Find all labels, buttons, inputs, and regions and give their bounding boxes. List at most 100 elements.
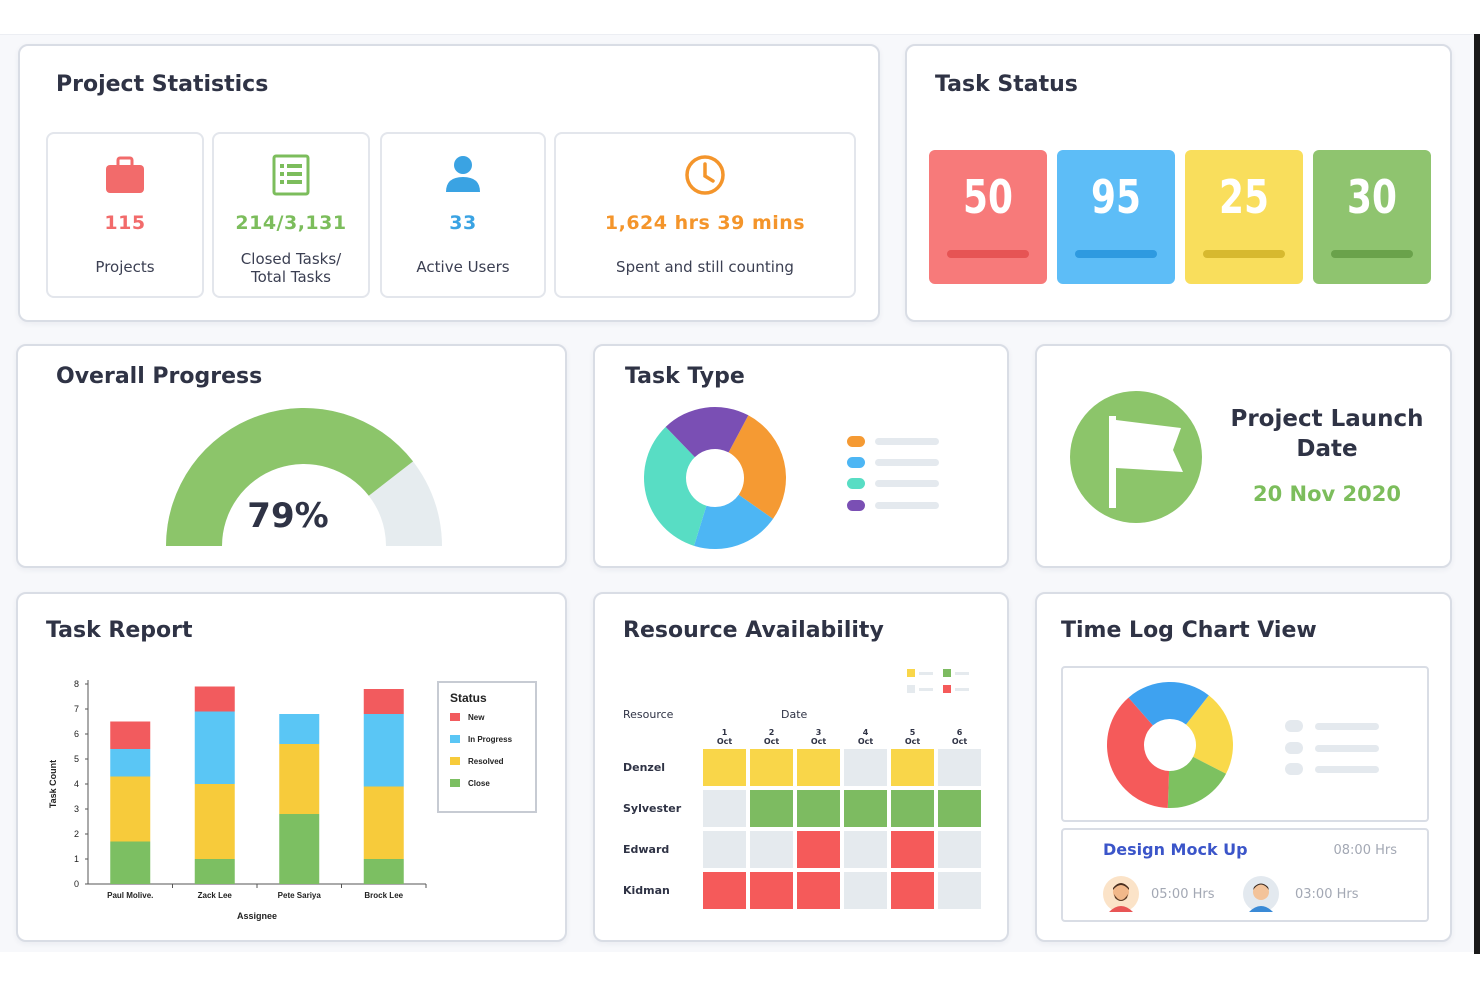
availability-cell[interactable] — [891, 749, 934, 786]
task-type-title: Task Type — [625, 364, 745, 389]
availability-cell[interactable] — [750, 749, 793, 786]
time-log-card: Time Log Chart View Design Mock Up 08:00… — [1035, 592, 1452, 942]
legend-line — [875, 459, 939, 466]
stat-projects[interactable]: 115 Projects — [46, 132, 204, 298]
bar-segment-resolved[interactable] — [194, 784, 235, 859]
date-day: 2 — [768, 728, 775, 737]
donut-slice — [665, 407, 749, 458]
date-day: 4 — [862, 728, 869, 737]
y-axis-label: Task Count — [48, 760, 58, 808]
availability-cell[interactable] — [844, 790, 887, 827]
availability-cell[interactable] — [750, 831, 793, 868]
overall-progress-title: Overall Progress — [56, 364, 263, 389]
y-tick-label: 2 — [74, 829, 79, 839]
task-list-icon — [272, 154, 310, 196]
task-name-link[interactable]: Design Mock Up — [1103, 840, 1248, 859]
date-header: 3 Oct — [797, 728, 840, 746]
y-tick-label: 8 — [74, 679, 79, 689]
resource-legend — [907, 669, 969, 693]
x-axis-label: Assignee — [237, 911, 277, 921]
task-report-chart: 0 1 2 3 4 5 6 7 8 Paul Molive. Zack Lee Pete Sariya… — [48, 679, 537, 921]
bar-segment-new[interactable] — [194, 686, 235, 712]
availability-cell[interactable] — [891, 872, 934, 909]
donut-slice — [1167, 756, 1227, 808]
availability-cell[interactable] — [750, 872, 793, 909]
bar-segment-in-progress[interactable] — [110, 749, 151, 777]
time-log-title: Time Log Chart View — [1061, 618, 1317, 643]
date-month: Oct — [763, 737, 780, 746]
time-log-donut-chart — [1107, 682, 1233, 808]
availability-cell[interactable] — [797, 749, 840, 786]
stat-closed-tasks-label: Closed Tasks/ Total Tasks — [240, 250, 342, 286]
availability-cell[interactable] — [703, 831, 746, 868]
resource-grid: 1 Oct 2 Oct 3 Oct 4 Oct 5 Oct 6 Oct Denzel Sylvester E… — [595, 594, 1011, 944]
y-tick-label: 3 — [74, 804, 79, 814]
progress-percent: 79% — [247, 496, 329, 536]
availability-cell[interactable] — [844, 749, 887, 786]
bar-segment-close[interactable] — [194, 859, 235, 884]
legend-label: Close — [468, 779, 490, 788]
bar-segment-in-progress[interactable] — [279, 714, 320, 744]
stat-active-users[interactable]: 33 Active Users — [380, 132, 546, 298]
date-month: Oct — [951, 737, 968, 746]
task-status-card: Task Status 50 95 25 30 — [905, 44, 1452, 322]
legend-swatch — [450, 779, 460, 787]
availability-cell[interactable] — [703, 749, 746, 786]
legend-box — [437, 681, 537, 813]
stat-time-spent[interactable]: 1,624 hrs 39 mins Spent and still counti… — [554, 132, 856, 298]
bar-segment-close[interactable] — [279, 814, 320, 884]
stat-closed-tasks-value: 214/3,131 — [235, 212, 347, 234]
task-status-bar — [1331, 250, 1413, 258]
project-statistics-card: Project Statistics 115 Projects 214/3,13… — [18, 44, 880, 322]
bar-segment-in-progress[interactable] — [194, 711, 235, 785]
time-log-task-panel[interactable]: Design Mock Up 08:00 Hrs 05:00 Hrs 03:00… — [1061, 828, 1429, 922]
donut-slice — [644, 426, 707, 546]
legend-line — [875, 502, 939, 509]
availability-cell[interactable] — [797, 790, 840, 827]
bar-segment-close[interactable] — [110, 841, 151, 885]
task-status-tile-green[interactable]: 30 — [1313, 150, 1431, 284]
availability-cell[interactable] — [938, 790, 981, 827]
legend-dot — [1285, 720, 1303, 732]
bar-segment-new[interactable] — [363, 689, 404, 714]
availability-cell[interactable] — [891, 790, 934, 827]
bar-segment-close[interactable] — [363, 859, 404, 884]
availability-cell[interactable] — [844, 872, 887, 909]
availability-cell[interactable] — [891, 831, 934, 868]
launch-title-line2: Date — [1296, 436, 1358, 462]
legend-label: In Progress — [468, 735, 513, 744]
availability-cell[interactable] — [797, 872, 840, 909]
y-tick-label: 5 — [74, 754, 79, 764]
legend-swatch — [450, 757, 460, 765]
resource-name: Denzel — [623, 761, 666, 774]
availability-cell[interactable] — [750, 790, 793, 827]
availability-cell[interactable] — [797, 831, 840, 868]
bar-segment-new[interactable] — [110, 721, 151, 750]
bar-segment-in-progress[interactable] — [363, 714, 404, 787]
task-status-tile-blue[interactable]: 95 — [1057, 150, 1175, 284]
task-status-tile-red[interactable]: 50 — [929, 150, 1047, 284]
y-tick-label: 6 — [74, 729, 79, 739]
task-status-value: 25 — [1219, 170, 1269, 224]
availability-cell[interactable] — [938, 831, 981, 868]
legend-label: Resolved — [468, 757, 504, 766]
availability-cell[interactable] — [938, 749, 981, 786]
time-log-chart-panel — [1061, 666, 1429, 822]
availability-cell[interactable] — [703, 872, 746, 909]
task-status-tile-yellow[interactable]: 25 — [1185, 150, 1303, 284]
x-tick-label: Zack Lee — [198, 891, 233, 900]
availability-cell[interactable] — [703, 790, 746, 827]
donut-slice — [1128, 682, 1209, 726]
date-month: Oct — [716, 737, 733, 746]
bar-segment-resolved[interactable] — [110, 776, 151, 842]
legend-dot — [1285, 742, 1303, 754]
task-status-value: 30 — [1347, 170, 1397, 224]
y-tick-label: 1 — [74, 854, 79, 864]
availability-cell[interactable] — [844, 831, 887, 868]
date-column-label: Date — [781, 708, 808, 721]
stat-closed-tasks[interactable]: 214/3,131 Closed Tasks/ Total Tasks — [212, 132, 370, 298]
legend-dot-orange — [847, 436, 865, 447]
bar-segment-resolved[interactable] — [279, 744, 320, 814]
bar-segment-resolved[interactable] — [363, 786, 404, 860]
availability-cell[interactable] — [938, 872, 981, 909]
